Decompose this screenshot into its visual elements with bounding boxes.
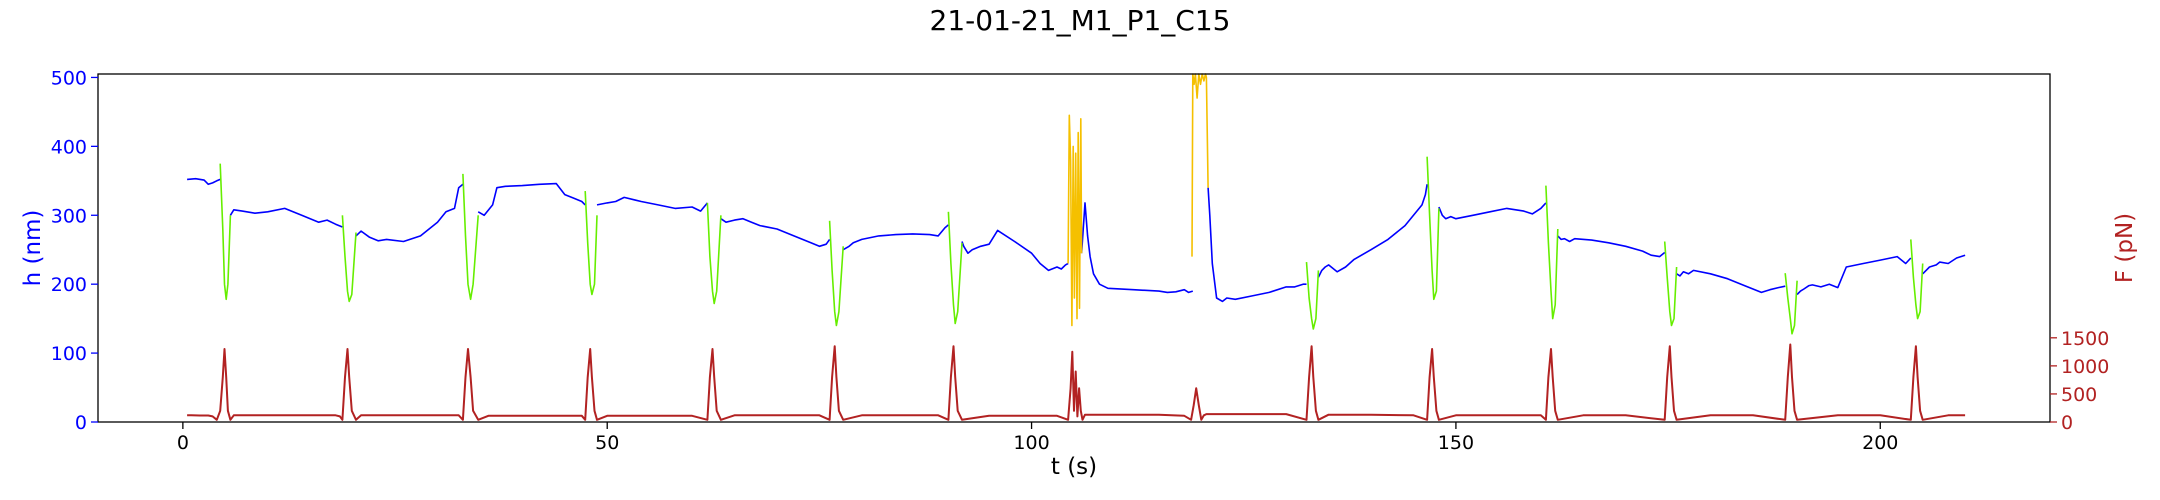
series-line-2 bbox=[1067, 73, 1209, 327]
x-tick-label: 50 bbox=[595, 432, 619, 454]
right-y-tick-label: 1000 bbox=[2061, 356, 2109, 378]
left-y-axis-label: h (nm) bbox=[20, 210, 46, 287]
series-line-0 bbox=[187, 177, 1966, 303]
right-y-tick-label: 1500 bbox=[2061, 328, 2109, 350]
x-tick-label: 200 bbox=[1862, 432, 1898, 454]
left-y-axis-ticks: 0 100 200 300 400 500 bbox=[51, 67, 98, 434]
left-y-tick-label: 0 bbox=[75, 412, 87, 434]
right-y-tick-label: 500 bbox=[2061, 384, 2097, 406]
left-y-tick-label: 400 bbox=[51, 136, 87, 158]
series-line-1 bbox=[219, 156, 1924, 335]
left-y-tick-label: 200 bbox=[51, 274, 87, 296]
right-y-axis-ticks: 0 500 1000 1500 bbox=[2050, 328, 2109, 434]
chart-title: 21-01-21_M1_P1_C15 bbox=[930, 4, 1231, 37]
x-axis-ticks: 0 50 100 150 200 bbox=[177, 422, 1898, 454]
right-y-tick-label: 0 bbox=[2061, 412, 2073, 434]
plot-frame bbox=[97, 73, 2051, 423]
x-tick-label: 150 bbox=[1438, 432, 1474, 454]
series-line-3 bbox=[187, 343, 1966, 421]
x-tick-label: 0 bbox=[177, 432, 189, 454]
right-y-axis-label: F (pN) bbox=[2112, 213, 2138, 283]
left-y-tick-label: 100 bbox=[51, 343, 87, 365]
left-y-tick-label: 300 bbox=[51, 205, 87, 227]
left-y-tick-label: 500 bbox=[51, 67, 87, 89]
x-axis-label: t (s) bbox=[1051, 454, 1097, 480]
x-tick-label: 100 bbox=[1013, 432, 1049, 454]
plot-lines bbox=[187, 73, 1966, 421]
